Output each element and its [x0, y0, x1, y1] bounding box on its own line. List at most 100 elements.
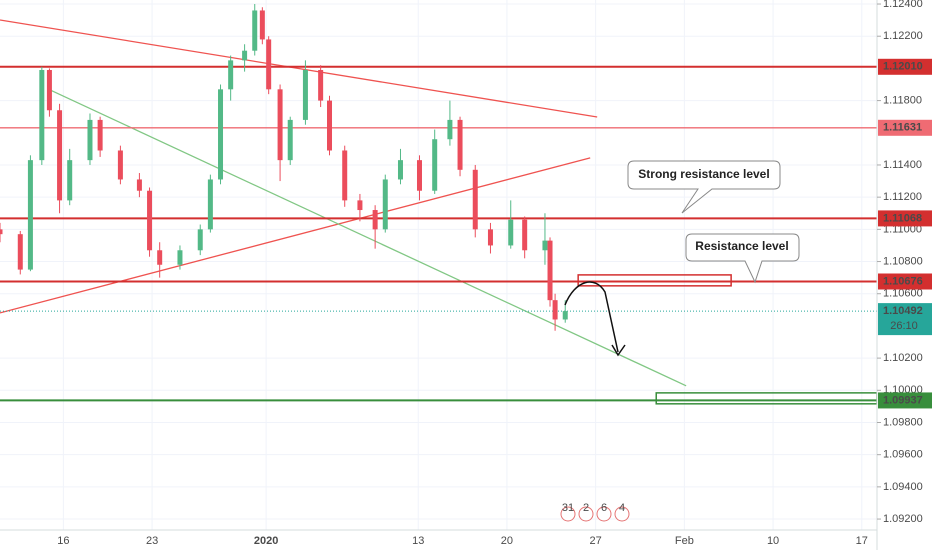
candle-body: [207, 179, 213, 230]
grid: [0, 0, 877, 530]
level-label: 1.12010: [883, 61, 923, 73]
event-marker: [560, 506, 576, 522]
candle-body: [157, 250, 163, 265]
candle-body: [218, 89, 224, 180]
candle-body: [27, 160, 33, 270]
arrow-head: [611, 344, 626, 357]
event-marker: [578, 506, 594, 522]
x-tick-label: Feb: [675, 535, 694, 547]
last-price-label: 1.10492: [883, 305, 923, 317]
candle-body: [416, 160, 422, 191]
y-tick-label: 1.09400: [883, 481, 923, 493]
candle-body: [397, 160, 403, 180]
callout-text: Strong resistance level: [638, 167, 769, 181]
candle-body: [277, 89, 283, 161]
event-label: 31: [562, 502, 574, 514]
level-label: 1.11631: [883, 122, 922, 134]
candle-body: [57, 110, 63, 201]
x-tick-label: 27: [590, 535, 602, 547]
candle-body: [97, 119, 103, 151]
candle-body: [447, 119, 453, 140]
callout-box: [685, 233, 800, 284]
candle-body: [522, 219, 528, 251]
event-label: 4: [619, 502, 625, 514]
candle-body: [287, 119, 293, 161]
y-tick-label: 1.11200: [883, 191, 922, 203]
candle-body: [547, 240, 553, 301]
candle-body: [432, 139, 438, 191]
candle-body: [552, 300, 558, 320]
y-tick-label: 1.10800: [883, 255, 923, 267]
candle-body: [252, 10, 258, 51]
candle-body: [228, 60, 234, 90]
x-tick-label: 16: [57, 535, 69, 547]
last-price-badge: [878, 303, 932, 336]
trendline: [0, 157, 591, 314]
event-marker: [614, 506, 630, 522]
callout: Strong resistance level: [627, 160, 781, 214]
candles: [0, 4, 568, 331]
zone: [577, 274, 732, 287]
candle-body: [508, 219, 514, 246]
event-marker: [596, 506, 612, 522]
y-tick-label: 1.11400: [883, 159, 922, 171]
y-tick-label: 1.10600: [883, 288, 923, 300]
countdown: 26:10: [890, 320, 918, 332]
candle-body: [562, 311, 568, 320]
candle-body: [117, 150, 123, 180]
candle-body: [266, 39, 272, 90]
candle-body: [318, 70, 324, 101]
y-tick-label: 1.11800: [883, 94, 922, 106]
y-tick-label: 1.10200: [883, 352, 923, 364]
candle-body: [327, 100, 333, 151]
level-badge: [878, 119, 932, 136]
candle-body: [487, 229, 493, 246]
candle-body: [147, 190, 153, 251]
axes: 1.12400 1.12200 1.11800 1.11400 1.11200 1.110…: [57, 0, 932, 547]
candle-body: [46, 70, 52, 111]
candle-body: [542, 240, 548, 251]
candle-body: [372, 210, 378, 230]
candle-body: [357, 200, 363, 211]
trendline: [0, 19, 598, 118]
callout-box: [627, 160, 781, 214]
level-badge: [878, 392, 932, 409]
candle-body: [17, 234, 23, 270]
candle-body: [0, 229, 3, 235]
y-tick-label: 1.09800: [883, 416, 923, 428]
candle-body: [197, 229, 203, 251]
level-label: 1.11068: [883, 212, 922, 224]
level-label: 1.10676: [883, 275, 923, 287]
candle-body: [177, 250, 183, 265]
y-tick-label: 1.12200: [883, 30, 923, 42]
level-badge: [878, 210, 932, 227]
candle-body: [136, 179, 142, 191]
candle-body: [259, 10, 265, 40]
y-tick-label: 1.09600: [883, 449, 923, 461]
x-tick-label: 13: [412, 535, 424, 547]
x-tick-label: 17: [856, 535, 868, 547]
candle-body: [87, 119, 93, 161]
candle-body: [457, 119, 463, 170]
event-label: 6: [601, 502, 607, 514]
level-badge: [878, 273, 932, 290]
candle-body: [302, 70, 308, 120]
y-tick-label: 1.09200: [883, 513, 923, 525]
trendline: [49, 89, 687, 387]
y-tick-label: 1.12400: [883, 0, 923, 10]
candle-body: [342, 150, 348, 201]
level-label: 1.09937: [883, 394, 923, 406]
callout-text: Resistance level: [695, 239, 788, 253]
candle-body: [472, 169, 478, 230]
x-tick-label: 23: [146, 535, 158, 547]
candle-body: [39, 70, 45, 161]
candle-body: [67, 160, 73, 201]
level-badge: [878, 58, 932, 75]
x-tick-label: 20: [501, 535, 513, 547]
projection-arrow: [564, 281, 619, 353]
candle-body: [242, 50, 248, 61]
x-tick-label: 2020: [254, 535, 278, 547]
x-tick-label: 10: [767, 535, 779, 547]
